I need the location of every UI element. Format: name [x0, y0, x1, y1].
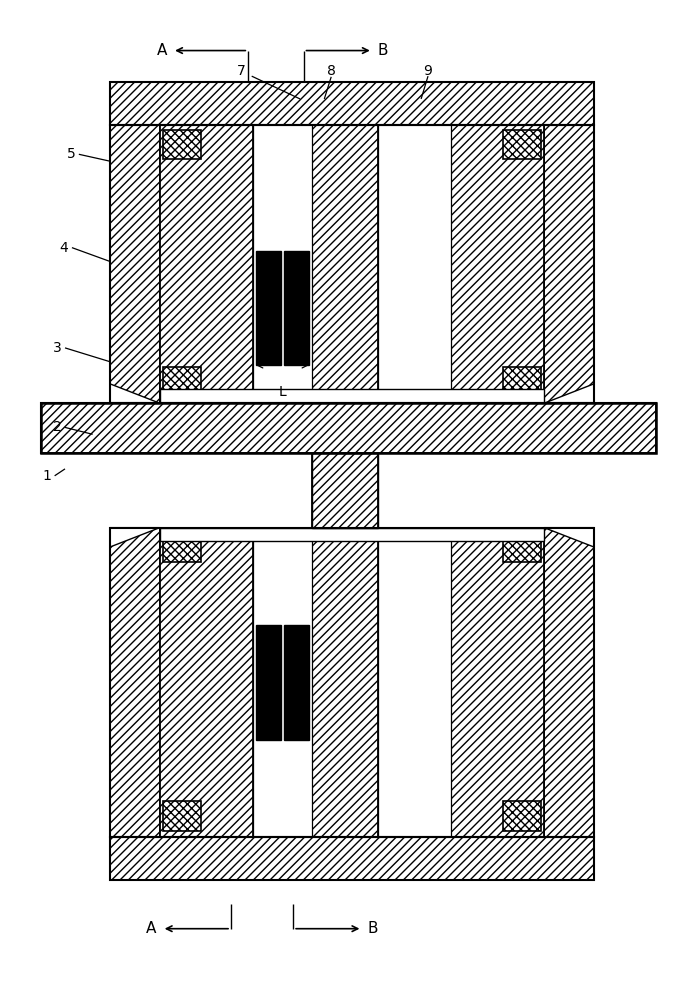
Bar — [160, 125, 253, 403]
Text: 2: 2 — [53, 420, 61, 434]
Bar — [160, 528, 544, 541]
Bar — [110, 837, 594, 880]
Polygon shape — [544, 384, 594, 403]
Bar — [378, 125, 451, 403]
Bar — [160, 528, 544, 837]
Polygon shape — [110, 384, 160, 403]
Bar — [503, 801, 541, 831]
Bar — [451, 528, 544, 837]
Bar — [160, 125, 544, 403]
Bar — [41, 403, 656, 453]
Bar — [41, 403, 656, 453]
Bar — [41, 403, 656, 453]
Bar — [256, 251, 281, 365]
Polygon shape — [544, 528, 594, 547]
Bar — [284, 251, 309, 365]
Text: 5: 5 — [67, 147, 75, 161]
Bar — [163, 533, 201, 562]
Text: 3: 3 — [53, 341, 61, 355]
Text: B: B — [378, 43, 388, 58]
Bar — [503, 130, 541, 159]
Text: A: A — [157, 43, 167, 58]
Text: 1: 1 — [43, 469, 51, 483]
Bar — [110, 82, 594, 125]
Bar — [544, 528, 594, 837]
Bar — [110, 837, 594, 880]
Bar — [160, 528, 253, 837]
Bar — [284, 625, 309, 740]
Text: 9: 9 — [424, 64, 432, 78]
Text: L: L — [279, 385, 286, 399]
Bar — [110, 82, 594, 125]
Bar — [253, 528, 312, 837]
Polygon shape — [110, 528, 160, 547]
Text: B: B — [367, 921, 378, 936]
Bar — [312, 125, 378, 403]
Text: 8: 8 — [327, 64, 336, 78]
Bar — [312, 528, 378, 837]
Bar — [451, 125, 544, 403]
Bar — [503, 533, 541, 562]
Bar — [163, 130, 201, 159]
Bar — [503, 367, 541, 396]
Bar — [110, 125, 160, 403]
Bar — [312, 453, 378, 528]
Bar — [256, 625, 281, 740]
Bar — [110, 528, 160, 837]
Text: A: A — [146, 921, 156, 936]
Bar — [110, 125, 594, 403]
Bar — [378, 528, 451, 837]
Text: 4: 4 — [60, 241, 68, 255]
Bar — [163, 367, 201, 396]
Text: 7: 7 — [237, 64, 246, 78]
Bar — [160, 389, 544, 403]
Bar — [253, 125, 312, 403]
Bar — [312, 453, 378, 528]
Bar — [110, 528, 594, 837]
Bar — [544, 125, 594, 403]
Bar — [41, 403, 656, 453]
Bar — [163, 801, 201, 831]
